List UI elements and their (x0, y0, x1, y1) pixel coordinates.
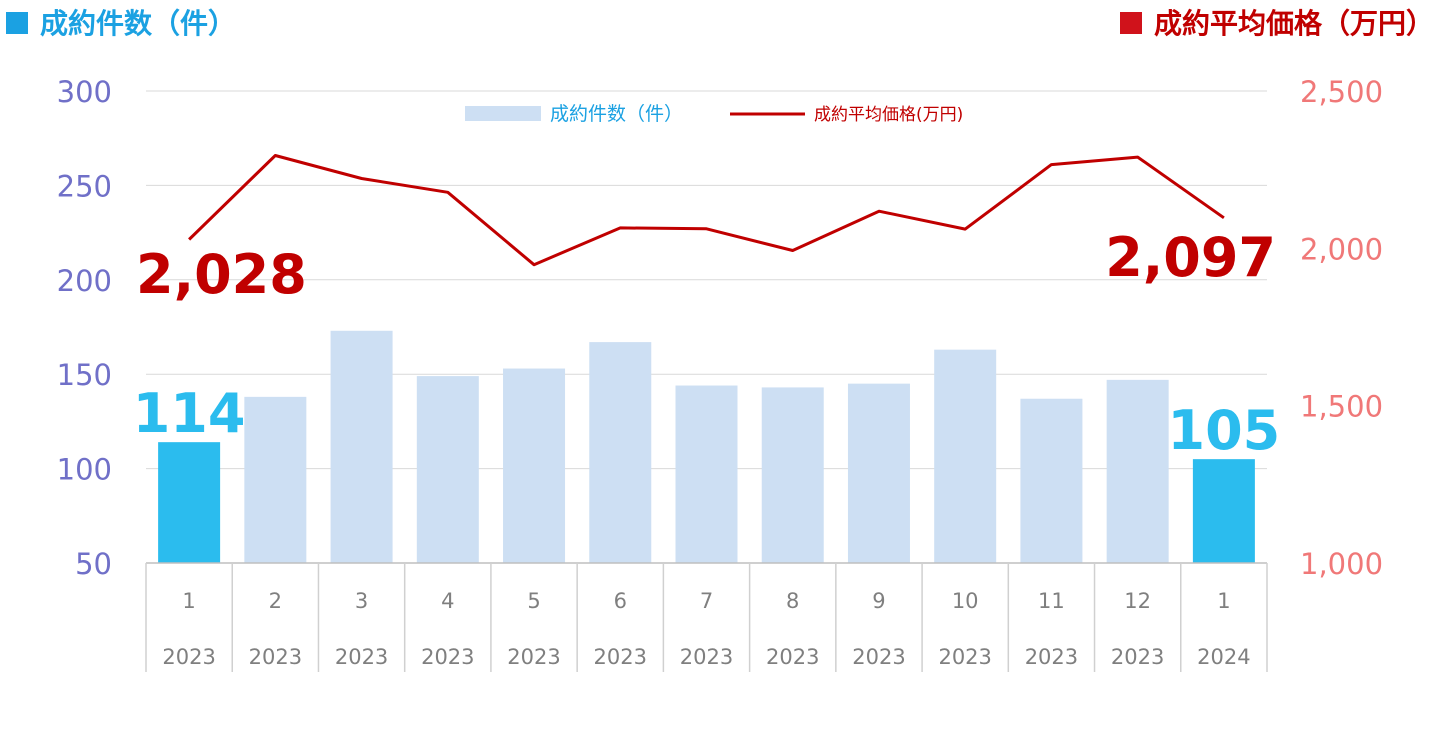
bar (1192, 459, 1255, 563)
category-year-label: 2024 (1197, 645, 1250, 669)
line-legend-square-icon (1119, 12, 1142, 34)
category-month-label: 1 (1217, 589, 1230, 613)
bar-last-value-label: 105 (1168, 399, 1281, 462)
bar (416, 376, 479, 563)
left-axis-tick-label: 250 (57, 169, 112, 203)
category-year-label: 2023 (507, 645, 560, 669)
category-year-label: 2023 (594, 645, 647, 669)
category-month-label: 3 (355, 589, 368, 613)
bar (847, 383, 910, 563)
bar-first-value-label: 114 (133, 382, 246, 445)
right-axis-tick-label: 2,000 (1300, 232, 1383, 266)
category-year-label: 2023 (938, 645, 991, 669)
price-line (188, 154, 1225, 267)
category-year-label: 2023 (249, 645, 302, 669)
category-year-label: 2023 (680, 645, 733, 669)
legend-line-label: 成約平均価格(万円) (814, 105, 963, 125)
bar (589, 342, 652, 563)
left-axis-tick-label: 100 (57, 453, 112, 487)
bar (675, 385, 738, 563)
left-axis-header-text: 成約件数（件） (40, 7, 237, 40)
category-year-label: 2023 (852, 645, 905, 669)
category-month-label: 1 (182, 589, 195, 613)
bar-legend-square-icon (6, 12, 28, 34)
right-axis-tick-label: 2,500 (1300, 75, 1383, 109)
left-axis-tick-label: 300 (57, 75, 112, 109)
line-first-value-label: 2,028 (136, 243, 307, 306)
category-month-label: 11 (1038, 589, 1065, 613)
category-month-label: 5 (527, 589, 540, 613)
right-axis-header-text: 成約平均価格（万円） (1153, 7, 1434, 40)
bar (244, 396, 307, 563)
category-month-label: 8 (786, 589, 799, 613)
category-month-label: 9 (872, 589, 885, 613)
category-month-label: 7 (700, 589, 713, 613)
category-year-label: 2023 (421, 645, 474, 669)
bar (1106, 379, 1169, 563)
category-month-label: 12 (1124, 589, 1151, 613)
left-axis-tick-label: 50 (75, 547, 112, 581)
bar (761, 387, 824, 563)
legend-bar-label: 成約件数（件） (550, 103, 683, 125)
left-axis-tick-label: 200 (57, 264, 112, 298)
line-last-value-label: 2,097 (1105, 226, 1276, 289)
category-year-label: 2023 (335, 645, 388, 669)
bar (330, 330, 393, 563)
bar (934, 349, 997, 563)
category-year-label: 2023 (162, 645, 215, 669)
right-axis-tick-label: 1,000 (1300, 547, 1383, 581)
category-year-label: 2023 (1111, 645, 1164, 669)
bar (1020, 398, 1083, 563)
category-month-label: 6 (614, 589, 627, 613)
right-axis-header: 成約平均価格（万円） (1119, 2, 1434, 42)
category-month-label: 10 (952, 589, 979, 613)
category-year-label: 2023 (766, 645, 819, 669)
bar (503, 368, 566, 563)
category-month-label: 2 (269, 589, 282, 613)
category-year-label: 2023 (1025, 645, 1078, 669)
right-axis-tick-label: 1,500 (1300, 390, 1383, 424)
category-month-label: 4 (441, 589, 454, 613)
left-axis-tick-label: 150 (57, 358, 112, 392)
legend-bar-swatch (465, 106, 541, 121)
left-axis-header: 成約件数（件） (6, 2, 236, 42)
bar (158, 442, 221, 563)
